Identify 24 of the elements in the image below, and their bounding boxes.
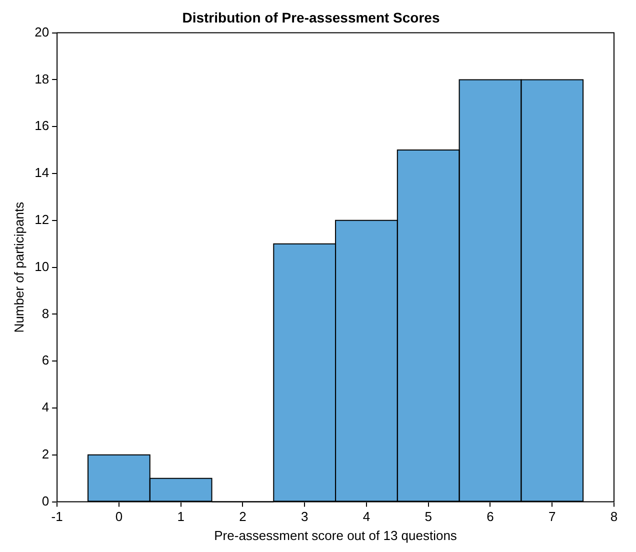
x-tick-label: 3 xyxy=(300,509,308,524)
x-tick-label: 7 xyxy=(548,509,556,524)
y-tick-label: 16 xyxy=(34,118,50,134)
y-tick-label: 20 xyxy=(34,24,50,40)
y-tick-label: 8 xyxy=(42,306,50,321)
x-tick-label: 6 xyxy=(486,509,494,524)
y-tick-label: 18 xyxy=(34,71,50,86)
chart-title: Distribution of Pre-assessment Scores xyxy=(182,9,440,26)
y-tick-label: 12 xyxy=(34,212,50,227)
y-tick-label: 14 xyxy=(34,165,50,180)
x-tick-label: 5 xyxy=(424,509,432,524)
y-tick-label: 4 xyxy=(42,400,50,415)
y-axis-title: Number of participants xyxy=(11,201,26,333)
x-tick-label: 1 xyxy=(177,509,184,524)
x-axis-title: Pre-assessment score out of 13 questions xyxy=(214,528,458,543)
x-tick-label: 8 xyxy=(610,509,618,524)
y-tick-label: 10 xyxy=(34,258,50,274)
x-tick-label: 2 xyxy=(239,509,246,524)
x-tick-label: 0 xyxy=(115,509,123,524)
y-tick-label: 6 xyxy=(42,352,50,368)
x-tick-label: -1 xyxy=(51,509,63,524)
y-tick-label: 2 xyxy=(42,446,50,462)
x-tick-label: 4 xyxy=(362,509,370,524)
y-tick-label: 0 xyxy=(42,493,50,508)
